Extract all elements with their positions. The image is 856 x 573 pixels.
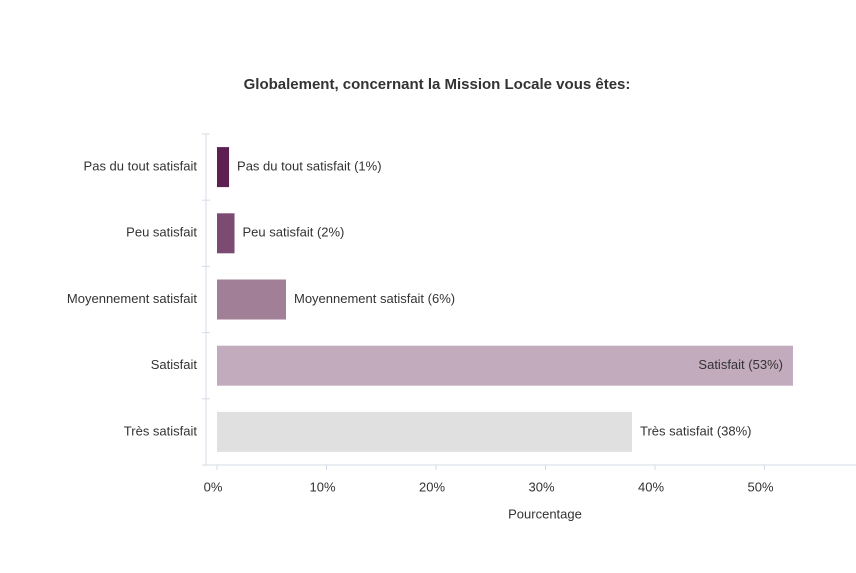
bar [217, 279, 286, 320]
x-tick-label: 20% [419, 479, 445, 494]
data-label: Moyennement satisfait (6%) [294, 291, 455, 306]
data-label: Peu satisfait (2%) [243, 225, 345, 240]
y-tick-label: Pas du tout satisfait [84, 159, 198, 174]
y-tick-label: Moyennement satisfait [67, 291, 197, 306]
data-label: Pas du tout satisfait (1%) [237, 159, 382, 174]
y-tick-label: Satisfait [151, 357, 198, 372]
x-tick-label: 30% [528, 479, 554, 494]
x-axis-label: Pourcentage [508, 506, 582, 521]
bar [217, 411, 633, 452]
x-tick-label: 10% [309, 479, 335, 494]
x-tick-label: 40% [638, 479, 664, 494]
data-label: Satisfait (53%) [698, 357, 783, 372]
bar [217, 345, 793, 386]
data-label: Très satisfait (38%) [640, 423, 752, 438]
x-tick-label: 50% [747, 479, 773, 494]
x-tick-label: 0% [204, 479, 223, 494]
bar [217, 147, 230, 188]
bar [217, 213, 235, 254]
chart-title: Globalement, concernant la Mission Local… [244, 76, 631, 93]
y-tick-label: Peu satisfait [126, 225, 197, 240]
y-tick-label: Très satisfait [124, 423, 198, 438]
